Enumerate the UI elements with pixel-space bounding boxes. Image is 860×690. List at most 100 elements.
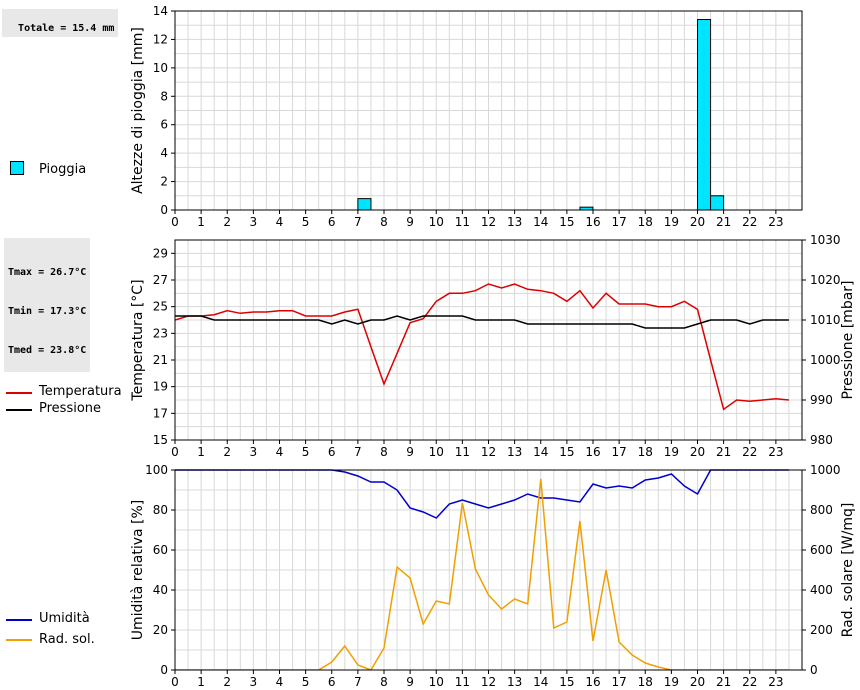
- x-tick-label: 1: [197, 215, 205, 229]
- chart-panel-2: [171, 469, 806, 674]
- x-tick-label: 15: [559, 215, 574, 229]
- y-axis-label: Umidità relativa [%]: [130, 500, 146, 641]
- Umidità-line: [175, 469, 789, 519]
- temperature-legend-line: [6, 392, 32, 394]
- chart-panel-1: [171, 239, 806, 444]
- y-tick-label: 100: [145, 463, 168, 477]
- x-tick-label: 0: [171, 215, 179, 229]
- x-tick-label: 10: [429, 445, 444, 459]
- x-tick-label: 20: [690, 445, 705, 459]
- x-tick-label: 2: [223, 215, 231, 229]
- x-tick-label: 15: [559, 675, 574, 689]
- tmax-text: Tmax = 26.7°C: [8, 267, 87, 278]
- x-tick-label: 23: [768, 445, 783, 459]
- radiation-legend-label: Rad. sol.: [39, 632, 95, 647]
- x-tick-label: 5: [302, 445, 310, 459]
- pressure-legend-line: [6, 409, 32, 411]
- x-tick-label: 17: [611, 675, 626, 689]
- y-tick-label: 20: [153, 623, 168, 637]
- x-tick-label: 9: [406, 215, 414, 229]
- chart-panel-0: [171, 10, 803, 214]
- y-tick-label: 14: [153, 4, 168, 18]
- y-tick-label: 27: [153, 273, 168, 287]
- rain-bar: [697, 19, 712, 211]
- x-tick-label: 21: [716, 215, 731, 229]
- x-tick-label: 3: [250, 215, 258, 229]
- temperature-stats-box: Tmax = 26.7°C Tmin = 17.3°C Tmed = 23.8°…: [4, 238, 91, 372]
- x-tick-label: 21: [716, 675, 731, 689]
- y2-tick-label: 980: [810, 433, 833, 447]
- x-tick-label: 22: [742, 675, 757, 689]
- y-tick-label: 6: [160, 118, 168, 132]
- x-tick-label: 5: [302, 675, 310, 689]
- x-tick-label: 2: [223, 445, 231, 459]
- x-tick-label: 8: [380, 215, 388, 229]
- x-tick-label: 19: [664, 445, 679, 459]
- Pressione-line: [175, 315, 789, 329]
- x-tick-label: 7: [354, 675, 362, 689]
- x-tick-label: 6: [328, 215, 336, 229]
- tmin-text: Tmin = 17.3°C: [8, 306, 87, 317]
- x-tick-label: 20: [690, 675, 705, 689]
- y-tick-label: 19: [153, 380, 168, 394]
- y-tick-label: 4: [160, 146, 168, 160]
- x-tick-label: 6: [328, 675, 336, 689]
- y2-tick-label: 600: [810, 543, 833, 557]
- y2-tick-label: 400: [810, 583, 833, 597]
- y-tick-label: 60: [153, 543, 168, 557]
- x-tick-label: 2: [223, 675, 231, 689]
- x-tick-label: 12: [481, 445, 496, 459]
- x-tick-label: 10: [429, 675, 444, 689]
- y-tick-label: 80: [153, 503, 168, 517]
- y-axis-label: Altezze di pioggia [mm]: [130, 27, 146, 194]
- y2-axis-label: Rad. solare [W/mq]: [840, 503, 856, 638]
- x-tick-label: 19: [664, 675, 679, 689]
- humidity-legend-line: [6, 619, 32, 621]
- rain-total-text: Totale = 15.4 mm: [18, 23, 115, 34]
- y-tick-label: 2: [160, 175, 168, 189]
- x-tick-label: 13: [507, 675, 522, 689]
- Temperatura-line: [175, 283, 789, 411]
- x-tick-label: 13: [507, 215, 522, 229]
- y-tick-label: 8: [160, 89, 168, 103]
- x-tick-label: 11: [455, 445, 470, 459]
- x-tick-label: 12: [481, 215, 496, 229]
- x-tick-label: 12: [481, 675, 496, 689]
- x-tick-label: 16: [585, 215, 600, 229]
- x-tick-label: 0: [171, 675, 179, 689]
- humidity-legend-label: Umidità: [39, 611, 90, 626]
- y-tick-label: 21: [153, 353, 168, 367]
- temperature-legend-label: Temperatura: [39, 384, 122, 399]
- y-axis-label: Temperatura [°C]: [130, 279, 146, 401]
- tmed-text: Tmed = 23.8°C: [8, 345, 87, 356]
- rain-total-box: Totale = 15.4 mm: [2, 9, 119, 37]
- x-tick-label: 22: [742, 215, 757, 229]
- x-tick-label: 8: [380, 445, 388, 459]
- y-tick-label: 10: [153, 61, 168, 75]
- y-tick-label: 0: [160, 203, 168, 217]
- x-tick-label: 8: [380, 675, 388, 689]
- y2-tick-label: 990: [810, 393, 833, 407]
- y-tick-label: 23: [153, 326, 168, 340]
- y-tick-label: 29: [153, 246, 168, 260]
- rain-bar: [710, 195, 725, 211]
- x-tick-label: 14: [533, 675, 548, 689]
- y2-tick-label: 1010: [810, 313, 841, 327]
- x-tick-label: 23: [768, 215, 783, 229]
- x-tick-label: 9: [406, 675, 414, 689]
- rain-legend-label: Pioggia: [39, 162, 87, 177]
- radiation-legend-line: [6, 639, 32, 641]
- x-tick-label: 3: [250, 445, 258, 459]
- x-tick-label: 11: [455, 675, 470, 689]
- x-tick-label: 16: [585, 675, 600, 689]
- x-tick-label: 13: [507, 445, 522, 459]
- y-tick-label: 25: [153, 300, 168, 314]
- x-tick-label: 9: [406, 445, 414, 459]
- y2-tick-label: 0: [810, 663, 818, 677]
- y-tick-label: 17: [153, 406, 168, 420]
- x-tick-label: 20: [690, 215, 705, 229]
- x-tick-label: 4: [276, 215, 284, 229]
- y2-tick-label: 1000: [810, 353, 841, 367]
- x-tick-label: 4: [276, 445, 284, 459]
- rain-bar: [357, 198, 372, 211]
